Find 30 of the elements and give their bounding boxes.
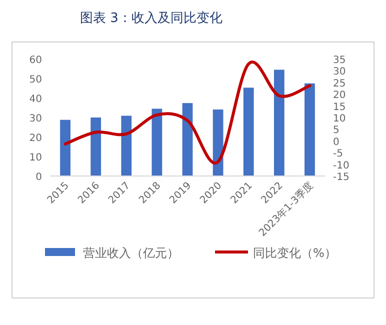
chart-title: 图表 3：收入及同比变化 — [80, 11, 222, 26]
y-tick-label: 10 — [29, 152, 42, 164]
y2-tick-label: 5 — [333, 125, 340, 136]
y2-tick-label: -10 — [333, 160, 350, 172]
y2-tick-label: 30 — [333, 66, 346, 78]
y2-tick-label: 35 — [333, 55, 346, 66]
y2-tick-label: 20 — [333, 90, 346, 102]
y-tick-label: 60 — [29, 55, 42, 66]
bar — [212, 110, 224, 176]
legend-label: 同比变化（%） — [253, 246, 336, 260]
y-tick-label: 0 — [36, 172, 42, 183]
y-tick-label: 50 — [29, 74, 42, 86]
y2-tick-label: 25 — [333, 78, 346, 90]
y2-tick-label: -15 — [333, 172, 350, 183]
bar — [121, 116, 132, 176]
y-tick-label: 40 — [29, 94, 42, 105]
bar — [304, 83, 315, 176]
y2-tick-label: 10 — [333, 114, 346, 124]
y2-tick-label: 0 — [333, 136, 340, 148]
bar — [243, 88, 254, 176]
bar — [182, 103, 193, 176]
y-tick-label: 20 — [29, 133, 42, 144]
y-tick-label: 30 — [29, 114, 42, 124]
bar — [152, 108, 162, 176]
y2-tick-label: -5 — [333, 148, 343, 160]
bar — [90, 118, 102, 176]
bar — [274, 70, 284, 176]
bar — [60, 120, 70, 176]
y2-tick-label: 15 — [333, 102, 346, 113]
legend-label: 营业收入（亿元） — [83, 246, 179, 260]
